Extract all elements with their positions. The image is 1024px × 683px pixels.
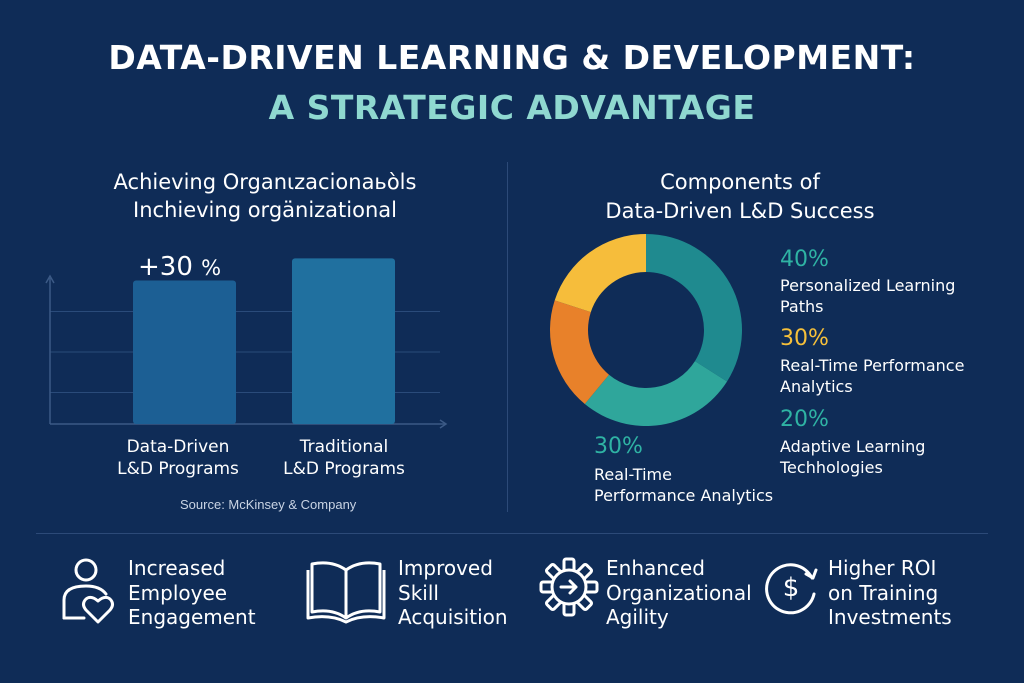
person-heart-icon [62, 558, 114, 624]
legend-label-2: Real-Time Performance Analytics [780, 356, 965, 396]
bar-2 [292, 258, 395, 424]
page-subtitle: A STRATEGIC ADVANTAGE [268, 88, 756, 127]
feature-skill-acquisition: Improved Skill Acquisition [306, 556, 536, 636]
legend-pct-value: 30% [780, 326, 829, 351]
donut-chart-heading-line1: Components of [660, 170, 820, 194]
legend-pct-value: 40% [780, 247, 829, 272]
bar-chart-heading-line2: Inchieving orgänizational [133, 198, 397, 222]
donut-slice-4 [554, 234, 646, 313]
bar-chart-heading: Achieving Organιzacionaьὸls Inchieving o… [40, 168, 490, 224]
category-label-line: L&D Programs [283, 459, 405, 479]
legend-pct-value: 20% [780, 407, 829, 432]
delta-annotation: +30 % [138, 252, 221, 282]
bar-1 [133, 280, 236, 424]
bar-chart-heading-line1: Achieving Organιzacionaьὸls [113, 170, 417, 194]
bottom-callout-pct: 30% [594, 434, 643, 459]
feature-higher-roi: $ Higher ROI on Training Investments [760, 556, 990, 636]
y-axis-arrow [45, 274, 55, 284]
legend-pct-1: 40% [780, 247, 829, 272]
feature-label: Higher ROI on Training Investments [828, 556, 952, 629]
legend-label-1: Personalized Learning Paths [780, 276, 956, 316]
donut-slice-2 [584, 361, 728, 426]
delta-unit: % [201, 256, 222, 280]
category-label-data-driven: Data-Driven L&D Programs [98, 436, 258, 480]
horizontal-divider [36, 533, 988, 534]
gear-arrow-icon [539, 557, 599, 617]
category-label-traditional: Traditional L&D Programs [264, 436, 424, 480]
source-note: Source: McKinsey & Company [180, 497, 357, 512]
feature-label: Improved Skill Acquisition [398, 556, 508, 629]
feature-label: Increased Employee Engagement [128, 556, 256, 629]
category-label-line: Data-Driven [126, 437, 230, 457]
bottom-callout-line: Real-Time [594, 465, 672, 484]
legend-pct-2: 30% [780, 326, 829, 351]
donut-chart-heading-line2: Data-Driven L&D Success [605, 199, 875, 223]
delta-value: +30 [138, 252, 193, 282]
open-book-icon [306, 561, 386, 624]
donut-chart-heading: Components of Data-Driven L&D Success [520, 168, 960, 226]
bottom-callout-pct-value: 30% [594, 434, 643, 459]
category-label-line: L&D Programs [117, 459, 239, 479]
dollar-cycle-icon: $ [765, 563, 818, 615]
legend-pct-3: 20% [780, 407, 829, 432]
bottom-callout-label: Real-Time Performance Analytics [594, 464, 794, 506]
feature-label: Enhanced Organizational Agility [606, 556, 752, 629]
feature-organizational-agility: Enhanced Organizational Agility [538, 556, 758, 636]
donut-slice-1 [646, 234, 742, 382]
feature-employee-engagement: Increased Employee Engagement [60, 556, 290, 636]
category-label-line: Traditional [299, 437, 389, 457]
svg-text:$: $ [783, 573, 800, 603]
page-title: DATA-DRIVEN LEARNING & DEVELOPMENT: [108, 38, 916, 77]
vertical-divider [507, 162, 508, 512]
x-axis-arrow [439, 419, 448, 429]
donut-slice-3 [550, 300, 610, 404]
legend-label-3: Adaptive Learning Techhologies [780, 437, 926, 477]
donut-chart [550, 234, 742, 426]
bottom-callout-line: Performance Analytics [594, 486, 774, 505]
